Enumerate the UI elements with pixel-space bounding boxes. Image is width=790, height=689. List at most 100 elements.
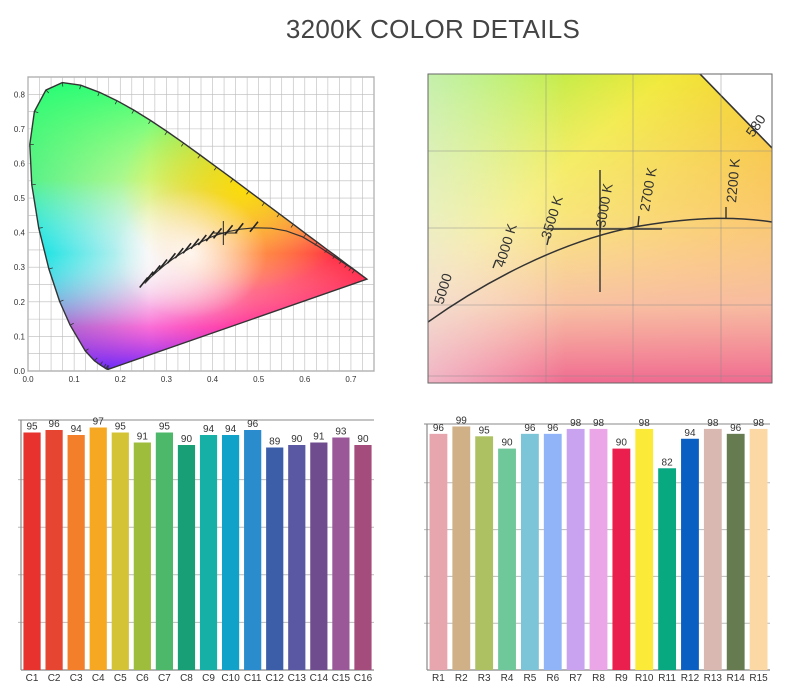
bar-c2: [45, 430, 63, 670]
bar-category-label: R14: [727, 673, 746, 684]
wavelength-tick: [114, 100, 118, 105]
bar-value-label: 94: [71, 424, 83, 435]
bar-r1: [429, 433, 448, 670]
c-index-bar-chart: 95 C1 96 C2 94 C3 97 C4 95 C5 91 C6 95 C7 90 C8 94 C9 94 C1…: [18, 417, 374, 684]
bar-c13: [288, 445, 306, 670]
bar-value-label: 95: [159, 422, 171, 433]
bar-category-label: R5: [524, 673, 537, 684]
wavelength-tick: [99, 361, 103, 366]
bar-r5: [520, 433, 539, 670]
wavelength-tick: [61, 82, 64, 87]
wavelength-tick: [38, 227, 43, 229]
cct-isotherm-mark: [223, 224, 234, 236]
wavelength-tick: [45, 89, 50, 94]
bar-category-label: R13: [704, 673, 723, 684]
bar-category-label: C12: [266, 673, 285, 684]
cie-x-tick-label: 0.1: [69, 375, 81, 384]
cie-x-tick-label: 0.3: [161, 375, 173, 384]
cie-y-tick-label: 0.2: [14, 298, 26, 307]
bar-r3: [475, 436, 494, 670]
wavelength-tick: [213, 166, 217, 171]
bar-category-label: R4: [501, 673, 514, 684]
bar-c6: [133, 442, 151, 670]
wavelength-tick: [59, 299, 64, 302]
wavelength-tick: [34, 111, 39, 114]
bar-category-label: C15: [332, 673, 351, 684]
cie-y-tick-label: 0.5: [14, 194, 26, 203]
bar-category-label: C2: [48, 673, 61, 684]
bar-r9: [612, 448, 631, 670]
cie-x-tick-label: 0.0: [22, 375, 34, 384]
cct-isotherm-mark: [151, 264, 161, 276]
bar-value-label: 90: [501, 438, 513, 449]
bar-value-label: 82: [662, 457, 674, 468]
bar-value-label: 94: [225, 424, 237, 435]
bar-category-label: R10: [635, 673, 654, 684]
bar-category-label: C14: [310, 673, 329, 684]
bar-c3: [67, 435, 85, 670]
wavelength-tick: [246, 190, 250, 195]
wavelength-tick: [97, 92, 100, 97]
wavelength-tick: [332, 255, 336, 259]
cct-isotherm-mark: [234, 222, 244, 234]
bar-r11: [658, 468, 677, 670]
cie-y-tick-label: 0.4: [14, 229, 26, 238]
bar-c14: [310, 442, 328, 670]
wavelength-tick: [314, 241, 318, 246]
bar-r10: [635, 428, 654, 670]
bar-c15: [332, 437, 350, 670]
zoom-grid: [428, 74, 772, 383]
bar-c5: [111, 432, 129, 670]
bar-category-label: C13: [288, 673, 307, 684]
bar-category-label: C5: [114, 673, 127, 684]
wavelength-tick: [180, 142, 184, 147]
wavelength-tick: [276, 213, 280, 218]
bar-category-label: C4: [92, 673, 105, 684]
bar-category-label: C7: [158, 673, 171, 684]
zoom-frame: [427, 73, 773, 384]
cie-chromaticity-diagram: 0.0 0.1 0.2 0.3 0.4 0.5 0.6 0.7 0.0 0.1 0.2 0.3 0.4…: [14, 76, 375, 384]
bar-category-label: C16: [354, 673, 373, 684]
bar-value-label: 90: [357, 434, 369, 445]
zoom-label-2700k: 2700 K: [636, 165, 660, 212]
bar-r15: [749, 428, 768, 670]
bar-category-label: C9: [202, 673, 215, 684]
bar-category-label: R6: [546, 673, 559, 684]
wavelength-tick: [261, 202, 265, 207]
wavelength-tick: [79, 85, 82, 90]
wavelength-tick: [230, 178, 234, 183]
bar-c7: [155, 432, 174, 670]
bar-category-label: R11: [658, 673, 676, 684]
bar-category-label: C6: [136, 673, 149, 684]
bar-value-label: 96: [524, 423, 536, 434]
bar-value-label: 96: [49, 419, 61, 430]
cie-y-tick-label: 0.1: [14, 332, 26, 341]
bar-c4: [89, 427, 107, 670]
bar-value-label: 98: [570, 418, 582, 429]
cie-wavelength-ticks: [29, 82, 355, 370]
bar-value-label: 98: [707, 418, 719, 429]
bar-category-label: R3: [478, 673, 491, 684]
wavelength-tick: [105, 365, 109, 369]
cct-isotherm-mark: [166, 252, 177, 264]
cie-x-tick-label: 0.6: [299, 375, 311, 384]
bar-r4: [498, 448, 516, 670]
wavelength-tick: [290, 224, 294, 228]
bar-category-label: R2: [455, 673, 468, 684]
cie-y-tick-label: 0.3: [14, 263, 26, 272]
cie-x-tick-label: 0.2: [115, 375, 127, 384]
bar-category-label: R15: [749, 673, 768, 684]
wavelength-tick: [324, 249, 328, 253]
bar-category-label: R12: [681, 673, 700, 684]
bar-category-label: C8: [180, 673, 193, 684]
wavelength-tick: [344, 264, 348, 268]
bar-value-label: 89: [269, 437, 281, 448]
bar-category-label: R1: [432, 673, 445, 684]
cie-y-tick-label: 0.6: [14, 159, 26, 168]
cie-y-axis-labels: 0.0 0.1 0.2 0.3 0.4 0.5 0.6 0.7 0.8: [14, 90, 26, 376]
bar-c10: [221, 435, 240, 670]
bar-c8: [177, 445, 196, 670]
wavelength-tick: [85, 348, 89, 352]
bar-category-label: R9: [615, 673, 628, 684]
bar-value-label: 90: [181, 434, 193, 445]
